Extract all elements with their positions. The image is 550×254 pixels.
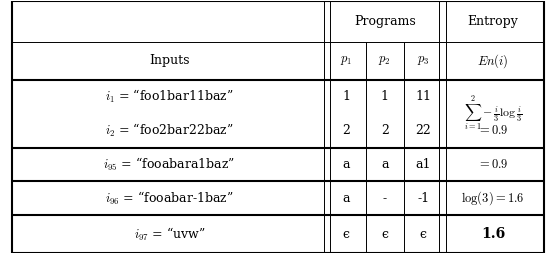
Text: a: a: [381, 158, 388, 171]
Text: $\log(3)= 1.6$: $\log(3)= 1.6$: [461, 189, 525, 207]
Text: $i_2$ = “foo2bar22baz”: $i_2$ = “foo2bar22baz”: [105, 122, 234, 139]
Text: $p_2$: $p_2$: [378, 54, 391, 67]
Text: $= 0.9$: $= 0.9$: [477, 158, 509, 171]
Text: 2: 2: [343, 124, 350, 137]
Text: ϵ: ϵ: [381, 228, 388, 241]
Text: 1.6: 1.6: [481, 227, 505, 241]
Text: 11: 11: [415, 90, 431, 103]
Text: $En(i)$: $En(i)$: [477, 52, 509, 70]
Text: 22: 22: [415, 124, 431, 137]
Text: 1: 1: [342, 90, 350, 103]
Text: Programs: Programs: [354, 15, 416, 28]
Text: $p_3$: $p_3$: [417, 54, 430, 67]
Text: $i_{96}$ = “fooabar-1baz”: $i_{96}$ = “fooabar-1baz”: [105, 190, 234, 207]
Text: a: a: [343, 192, 350, 205]
Text: ϵ: ϵ: [343, 228, 350, 241]
Text: Inputs: Inputs: [149, 54, 190, 67]
Text: a1: a1: [415, 158, 431, 171]
Text: a: a: [343, 158, 350, 171]
Text: $i_{97}$ = “uvw”: $i_{97}$ = “uvw”: [134, 226, 205, 243]
Text: 2: 2: [381, 124, 389, 137]
Text: -: -: [383, 192, 387, 205]
Text: $i_{95}$ = “fooabara1baz”: $i_{95}$ = “fooabara1baz”: [103, 156, 235, 173]
Text: Entropy: Entropy: [468, 15, 519, 28]
Text: $= 0.9$: $= 0.9$: [477, 124, 509, 137]
Text: ϵ: ϵ: [420, 228, 427, 241]
Text: $\sum_{i=1}^{2}-\frac{i}{3}\log\frac{i}{3}$: $\sum_{i=1}^{2}-\frac{i}{3}\log\frac{i}{…: [464, 95, 522, 133]
Text: $i_1$ = “foo1bar11baz”: $i_1$ = “foo1bar11baz”: [105, 88, 234, 105]
Text: $p_1$: $p_1$: [340, 54, 353, 67]
Text: -1: -1: [417, 192, 429, 205]
Text: 1: 1: [381, 90, 389, 103]
